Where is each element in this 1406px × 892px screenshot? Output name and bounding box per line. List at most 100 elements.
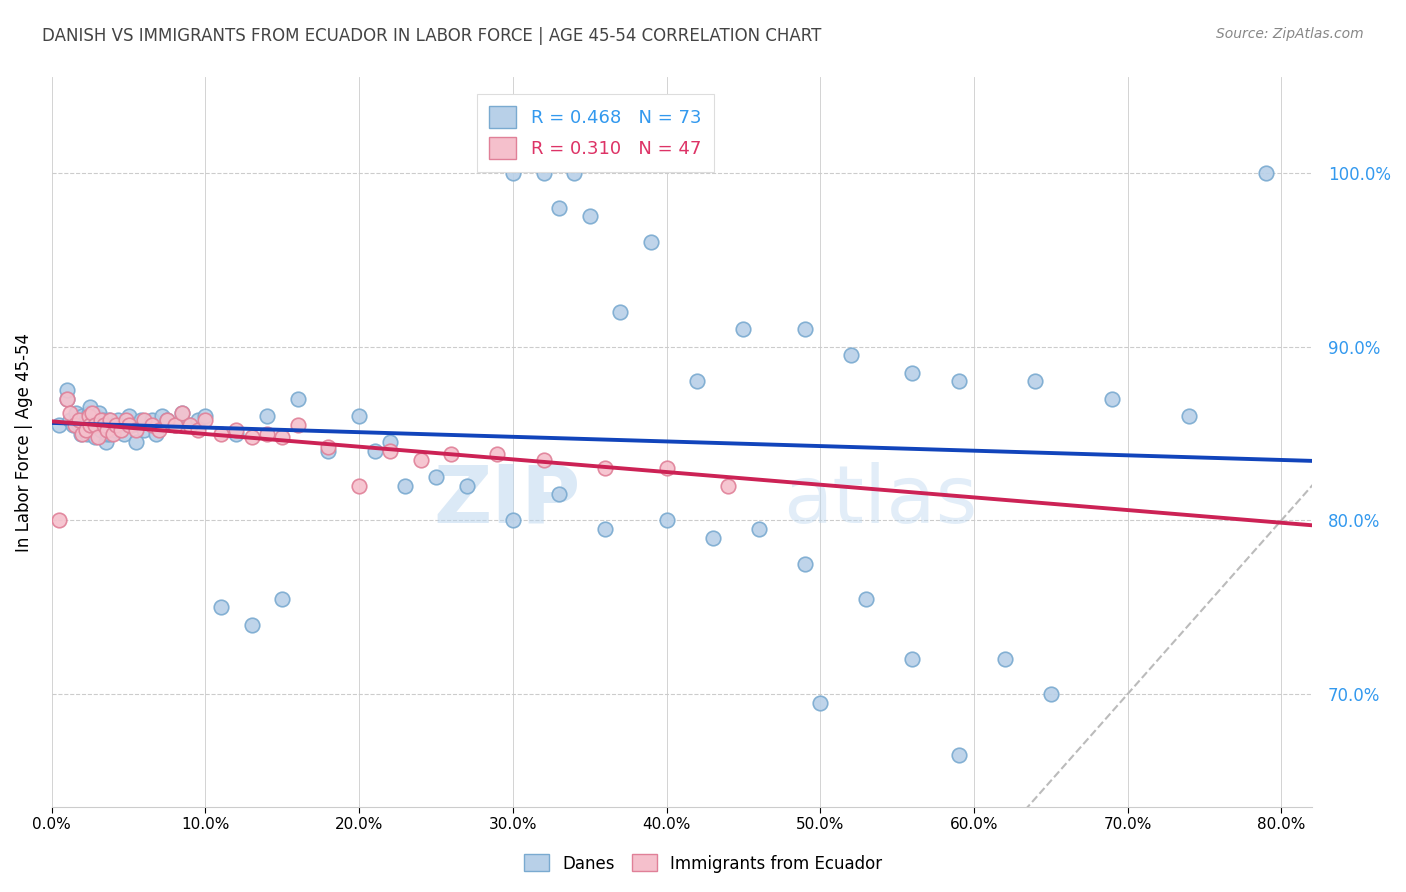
Point bbox=[125, 423, 148, 437]
Point bbox=[593, 522, 616, 536]
Point bbox=[156, 412, 179, 426]
Point bbox=[225, 423, 247, 437]
Point bbox=[67, 412, 90, 426]
Point bbox=[86, 409, 108, 424]
Point bbox=[271, 430, 294, 444]
Point bbox=[533, 166, 555, 180]
Point bbox=[717, 478, 740, 492]
Point bbox=[97, 412, 120, 426]
Point bbox=[593, 461, 616, 475]
Point bbox=[65, 406, 87, 420]
Point bbox=[1254, 166, 1277, 180]
Point bbox=[132, 423, 155, 437]
Point bbox=[103, 417, 125, 432]
Point bbox=[378, 443, 401, 458]
Point bbox=[456, 478, 478, 492]
Point bbox=[70, 426, 93, 441]
Point bbox=[90, 423, 112, 437]
Point bbox=[114, 412, 136, 426]
Point bbox=[87, 417, 110, 432]
Point bbox=[79, 401, 101, 415]
Point bbox=[72, 426, 94, 441]
Point bbox=[363, 443, 385, 458]
Point bbox=[93, 412, 115, 426]
Point bbox=[156, 412, 179, 426]
Point bbox=[793, 557, 815, 571]
Legend: Danes, Immigrants from Ecuador: Danes, Immigrants from Ecuador bbox=[517, 847, 889, 880]
Point bbox=[132, 412, 155, 426]
Point bbox=[104, 423, 127, 437]
Point bbox=[702, 531, 724, 545]
Point bbox=[394, 478, 416, 492]
Point bbox=[994, 652, 1017, 666]
Point bbox=[318, 443, 340, 458]
Point bbox=[77, 406, 100, 420]
Point bbox=[839, 348, 862, 362]
Point bbox=[163, 417, 186, 432]
Point bbox=[75, 412, 97, 426]
Point bbox=[548, 487, 571, 501]
Point bbox=[855, 591, 877, 606]
Text: ZIP: ZIP bbox=[434, 461, 581, 540]
Point bbox=[901, 366, 924, 380]
Point bbox=[56, 392, 79, 406]
Point bbox=[640, 235, 662, 250]
Point bbox=[76, 426, 98, 441]
Text: atlas: atlas bbox=[783, 461, 977, 540]
Point bbox=[148, 423, 170, 437]
Point bbox=[179, 417, 201, 432]
Point bbox=[63, 417, 86, 432]
Point bbox=[225, 426, 247, 441]
Point bbox=[56, 392, 79, 406]
Point bbox=[240, 617, 263, 632]
Point bbox=[96, 426, 118, 441]
Point bbox=[209, 426, 232, 441]
Point bbox=[117, 417, 139, 432]
Point bbox=[75, 423, 97, 437]
Point bbox=[67, 417, 90, 432]
Point bbox=[347, 409, 370, 424]
Point bbox=[748, 522, 770, 536]
Point bbox=[90, 412, 112, 426]
Point bbox=[655, 513, 678, 527]
Point bbox=[87, 430, 110, 444]
Point bbox=[609, 305, 631, 319]
Text: Source: ZipAtlas.com: Source: ZipAtlas.com bbox=[1216, 27, 1364, 41]
Point bbox=[240, 430, 263, 444]
Point bbox=[98, 426, 121, 441]
Point bbox=[172, 406, 194, 420]
Point bbox=[655, 461, 678, 475]
Point bbox=[533, 452, 555, 467]
Point bbox=[271, 591, 294, 606]
Point bbox=[141, 412, 163, 426]
Point bbox=[440, 447, 463, 461]
Y-axis label: In Labor Force | Age 45-54: In Labor Force | Age 45-54 bbox=[15, 333, 32, 552]
Point bbox=[91, 417, 114, 432]
Point bbox=[110, 423, 132, 437]
Point bbox=[318, 441, 340, 455]
Point bbox=[502, 166, 524, 180]
Point bbox=[194, 409, 217, 424]
Point bbox=[72, 423, 94, 437]
Point bbox=[141, 417, 163, 432]
Point bbox=[59, 406, 82, 420]
Point bbox=[179, 417, 201, 432]
Point bbox=[103, 426, 125, 441]
Point bbox=[48, 513, 70, 527]
Text: DANISH VS IMMIGRANTS FROM ECUADOR IN LABOR FORCE | AGE 45-54 CORRELATION CHART: DANISH VS IMMIGRANTS FROM ECUADOR IN LAB… bbox=[42, 27, 821, 45]
Point bbox=[562, 166, 585, 180]
Point bbox=[172, 406, 194, 420]
Point bbox=[163, 417, 186, 432]
Point bbox=[347, 478, 370, 492]
Point bbox=[287, 417, 309, 432]
Point bbox=[793, 322, 815, 336]
Point bbox=[72, 409, 94, 424]
Point bbox=[79, 417, 101, 432]
Point bbox=[733, 322, 755, 336]
Point bbox=[209, 600, 232, 615]
Point bbox=[1178, 409, 1201, 424]
Point bbox=[93, 417, 115, 432]
Point bbox=[901, 652, 924, 666]
Point bbox=[187, 423, 209, 437]
Point bbox=[686, 375, 709, 389]
